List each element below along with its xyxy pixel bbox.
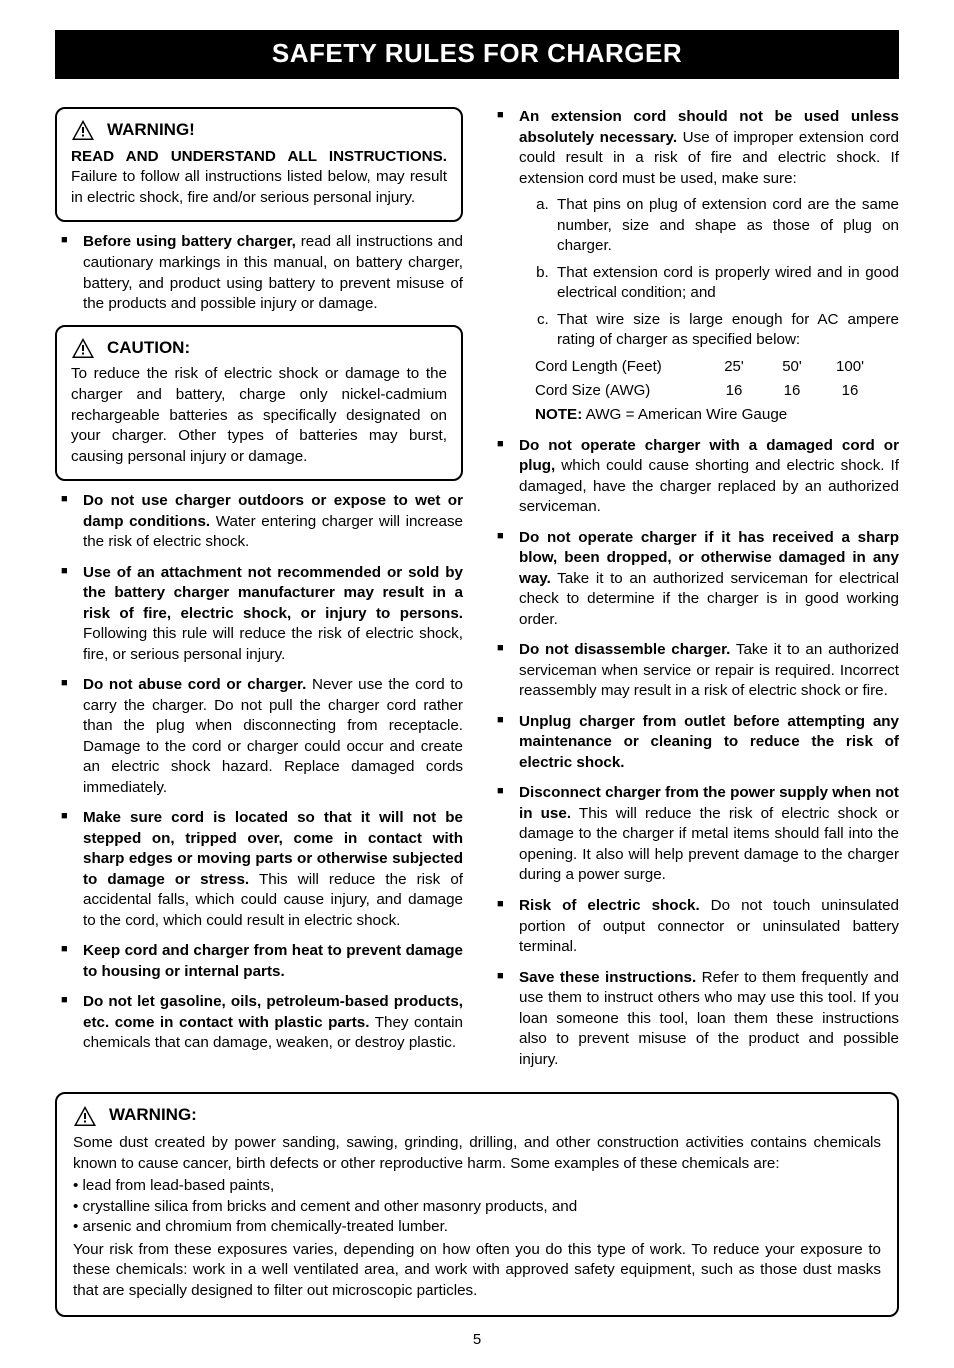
bullet-bold: Risk of electric shock. <box>519 897 700 914</box>
bullet-rest: which could cause shorting and electric … <box>519 457 899 515</box>
table-cell: 100' <box>821 357 879 377</box>
table-cell: 25' <box>705 357 763 377</box>
cord-size-table: Cord Length (Feet)25'50'100' Cord Size (A… <box>535 357 899 402</box>
list-item: Save these instructions. Refer to them f… <box>491 968 899 1071</box>
list-item: Risk of electric shock. Do not touch uni… <box>491 896 899 958</box>
caution-box-title: CAUTION: <box>107 337 190 360</box>
lettered-item: That wire size is large enough for AC am… <box>553 310 899 351</box>
list-item: Do not abuse cord or charger. Never use … <box>55 675 463 798</box>
bullet-bold: Do not disassemble charger. <box>519 641 730 658</box>
table-cell: 16 <box>705 381 763 401</box>
list-item: Disconnect charger from the power supply… <box>491 783 899 886</box>
cord-table-note: NOTE: AWG = American Wire Gauge <box>535 405 899 426</box>
list-item: Do not use charger outdoors or expose to… <box>55 491 463 553</box>
bottom-warning-para1: Some dust created by power sanding, sawi… <box>73 1133 881 1174</box>
list-item: Keep cord and charger from heat to preve… <box>55 941 463 982</box>
bottom-warning-header: WARNING: <box>73 1104 881 1127</box>
two-column-layout: WARNING! READ AND UNDERSTAND ALL INSTRUC… <box>55 107 899 1080</box>
list-item: Make sure cord is located so that it wil… <box>55 808 463 931</box>
table-label: Cord Length (Feet) <box>535 357 705 377</box>
bullet-rest: This will reduce the risk of electric sh… <box>519 805 899 884</box>
table-cell: 50' <box>763 357 821 377</box>
page: SAFETY RULES FOR CHARGER WARNING! READ A… <box>0 0 954 1368</box>
left-column: WARNING! READ AND UNDERSTAND ALL INSTRUC… <box>55 107 463 1080</box>
caution-box: CAUTION: To reduce the risk of electric … <box>55 325 463 482</box>
list-item: Use of an attachment not recommended or … <box>55 563 463 666</box>
list-item: Unplug charger from outlet before attemp… <box>491 712 899 774</box>
table-cell: 16 <box>763 381 821 401</box>
bottom-warning-box: WARNING: Some dust created by power sand… <box>55 1092 899 1317</box>
page-number: 5 <box>55 1331 899 1348</box>
warning-box-header: WARNING! <box>71 119 447 142</box>
lettered-item: That pins on plug of extension cord are … <box>553 195 899 257</box>
list-item: Do not disassemble charger. Take it to a… <box>491 640 899 702</box>
bullet-bold: Unplug charger from outlet before attemp… <box>519 713 899 771</box>
list-item: Do not operate charger if it has receive… <box>491 528 899 631</box>
bullet-bold: Save these instructions. <box>519 969 696 986</box>
bottom-warning-para2: Your risk from these exposures varies, d… <box>73 1240 881 1302</box>
warning-triangle-icon <box>71 337 95 359</box>
warning-box-title: WARNING! <box>107 119 195 142</box>
right-bullet-list-2: Do not operate charger with a damaged co… <box>491 436 899 1070</box>
lettered-sublist: That pins on plug of extension cord are … <box>529 195 899 351</box>
warning-box: WARNING! READ AND UNDERSTAND ALL INSTRUC… <box>55 107 463 222</box>
page-banner: SAFETY RULES FOR CHARGER <box>55 30 899 79</box>
bottom-warning-list: lead from lead-based paints,crystalline … <box>73 1176 881 1238</box>
bullet-bold: Before using battery charger, <box>83 233 296 250</box>
note-rest: AWG = American Wire Gauge <box>582 406 787 423</box>
table-cell: 16 <box>821 381 879 401</box>
bottom-warning-title: WARNING: <box>109 1104 197 1127</box>
lettered-item: That extension cord is properly wired an… <box>553 263 899 304</box>
table-row: Cord Length (Feet)25'50'100' <box>535 357 899 377</box>
bullet-bold: Do not abuse cord or charger. <box>83 676 306 693</box>
table-label: Cord Size (AWG) <box>535 381 705 401</box>
caution-box-body: To reduce the risk of electric shock or … <box>71 364 447 467</box>
bottom-list-item: crystalline silica from bricks and cemen… <box>73 1197 881 1218</box>
left-bullet-list: Do not use charger outdoors or expose to… <box>55 491 463 1054</box>
caution-box-header: CAUTION: <box>71 337 447 360</box>
bullet-bold: Use of an attachment not recommended or … <box>83 564 463 622</box>
bullet-before-using: Before using battery charger, read all i… <box>55 232 463 314</box>
warning-triangle-icon <box>71 119 95 141</box>
right-column: An extension cord should not be used unl… <box>491 107 899 1080</box>
right-bullet-list: An extension cord should not be used unl… <box>491 107 899 426</box>
warning-lead-rest: Failure to follow all instructions liste… <box>71 168 447 206</box>
bullet-rest: Following this rule will reduce the risk… <box>83 625 463 663</box>
bottom-list-item: lead from lead-based paints, <box>73 1176 881 1197</box>
warning-triangle-icon <box>73 1105 97 1127</box>
note-bold: NOTE: <box>535 406 582 423</box>
top-bullet-list: Before using battery charger, read all i… <box>55 232 463 314</box>
table-row: Cord Size (AWG)161616 <box>535 381 899 401</box>
bullet-rest: Never use the cord to carry the charger.… <box>83 676 463 796</box>
list-item: Do not operate charger with a damaged co… <box>491 436 899 518</box>
list-item: Do not let gasoline, oils, petroleum-bas… <box>55 992 463 1054</box>
bullet-rest: Take it to an authorized serviceman for … <box>519 570 899 628</box>
bullet-extension-cord: An extension cord should not be used unl… <box>491 107 899 426</box>
warning-box-body: READ AND UNDERSTAND ALL INSTRUCTIONS. Fa… <box>71 147 447 209</box>
bullet-bold: Keep cord and charger from heat to preve… <box>83 942 463 980</box>
warning-lead-bold: READ AND UNDERSTAND ALL INSTRUCTIONS. <box>71 148 447 165</box>
